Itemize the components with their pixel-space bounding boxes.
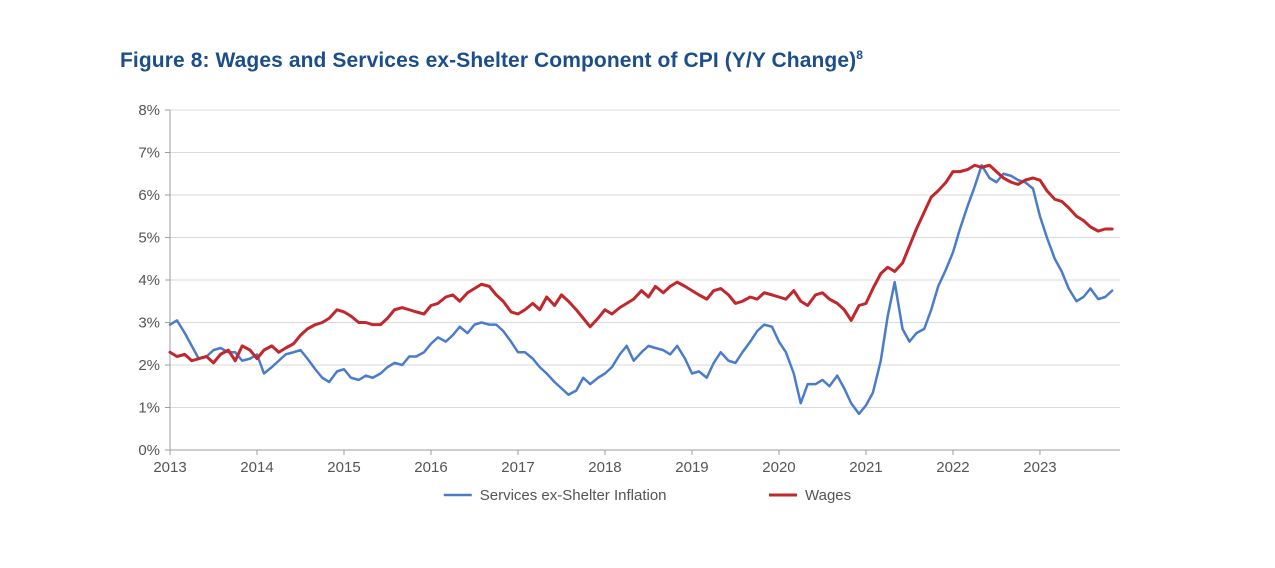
legend-label: Wages — [805, 487, 851, 504]
x-tick-label: 2019 — [675, 459, 708, 476]
x-tick-label: 2014 — [240, 459, 273, 476]
y-tick-label: 0% — [138, 442, 160, 459]
y-tick-label: 1% — [138, 400, 160, 417]
x-tick-label: 2018 — [588, 459, 621, 476]
x-tick-label: 2020 — [762, 459, 795, 476]
x-tick-label: 2017 — [501, 459, 534, 476]
chart-title-text: Figure 8: Wages and Services ex-Shelter … — [120, 49, 856, 72]
x-tick-label: 2022 — [936, 459, 969, 476]
y-tick-label: 6% — [138, 187, 160, 204]
chart-title-superscript: 8 — [856, 48, 863, 62]
y-tick-label: 5% — [138, 230, 160, 247]
chart-title: Figure 8: Wages and Services ex-Shelter … — [120, 48, 863, 73]
y-tick-label: 8% — [138, 102, 160, 119]
x-tick-label: 2023 — [1023, 459, 1056, 476]
y-tick-label: 4% — [138, 272, 160, 289]
x-tick-label: 2016 — [414, 459, 447, 476]
y-tick-label: 2% — [138, 357, 160, 374]
chart-container: 0% 1% 2% 3% 4% 5% 6% 7% 8% 2013 2014 2015 2016 2017 20… — [120, 100, 1130, 510]
x-tick-label: 2013 — [153, 459, 186, 476]
legend-label: Services ex-Shelter Inflation — [480, 487, 667, 504]
x-tick-label: 2015 — [327, 459, 360, 476]
y-tick-label: 7% — [138, 145, 160, 162]
y-tick-label: 3% — [138, 315, 160, 332]
x-tick-label: 2021 — [849, 459, 882, 476]
line-chart: 0% 1% 2% 3% 4% 5% 6% 7% 8% 2013 2014 2015 2016 2017 20… — [120, 100, 1130, 510]
page: Figure 8: Wages and Services ex-Shelter … — [0, 0, 1275, 568]
